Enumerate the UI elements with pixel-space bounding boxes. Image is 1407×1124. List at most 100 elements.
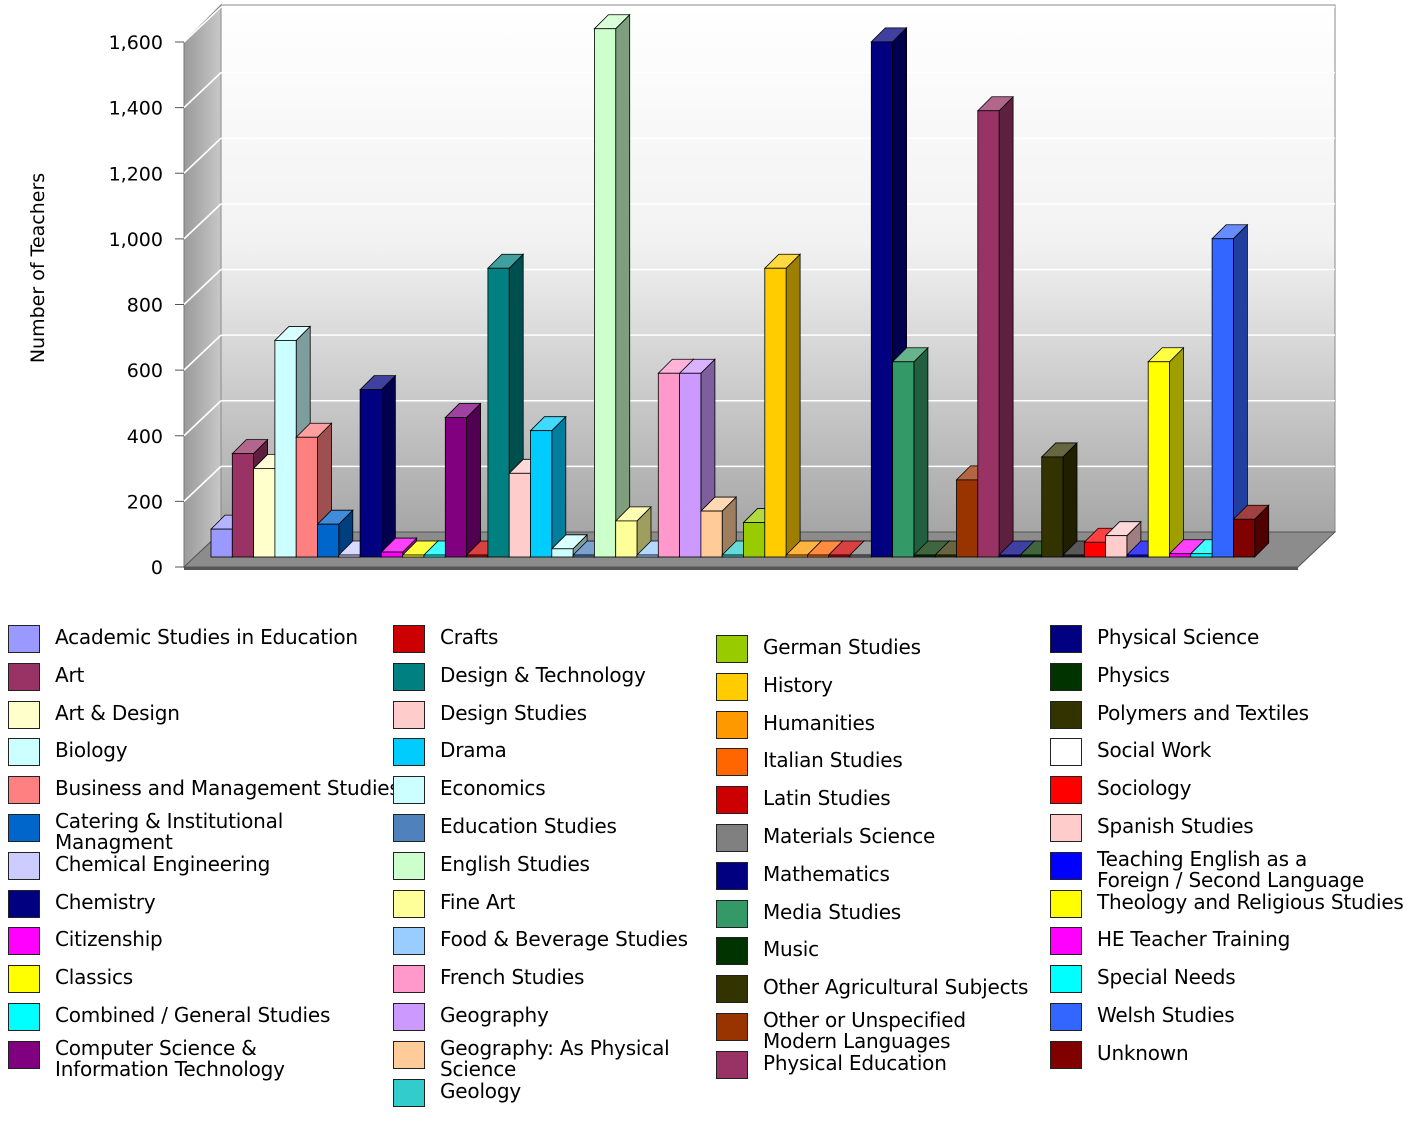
legend-item: Geology [393,1078,521,1107]
legend-item: Computer Science & Information Technolog… [8,1035,285,1081]
bar-chart: 0 200 400 600 800 1,000 1,200 1,400 1,600 Number… [27,3,1337,579]
bar [699,496,738,558]
legend-swatch [393,1078,425,1107]
y-tick-label: 400 [127,426,163,448]
legend-label: Economics [440,776,546,801]
y-tick-label: 600 [127,360,163,382]
legend-item: Media Studies [716,899,901,928]
legend-label: Crafts [440,625,499,649]
legend-label: Latin Studies [763,786,891,811]
legend-swatch [393,738,425,767]
legend-item: Drama [393,738,507,767]
legend-label: Physical Science [1097,625,1260,649]
legend-item: Geography: As Physical Science [393,1035,670,1081]
bars [210,13,1270,558]
legend-label: Social Work [1097,738,1212,763]
legend-label: Combined / General Studies [55,1003,331,1027]
legend-item: Social Work [1050,738,1212,767]
legend-label: Food & Beverage Studies [440,927,688,952]
legend-item: Fine Art [393,889,516,918]
legend-swatch [1050,1040,1082,1069]
legend-label: Chemistry [55,889,156,914]
legend-label: Teaching English as a Foreign / Second L… [1097,846,1365,892]
legend-label: Theology and Religious Studies [1097,889,1404,914]
legend-item: Academic Studies in Education [8,625,358,653]
legend-swatch [8,738,40,767]
bar [359,374,397,558]
legend-label: Polymers and Textiles [1097,700,1309,725]
legend-label: Sociology [1097,776,1192,801]
legend-label: Other or Unspecified Modern Languages [763,1008,966,1053]
legend-item: Sociology [1050,776,1192,805]
legend-label: Welsh Studies [1097,1003,1235,1027]
legend-swatch [716,899,748,928]
legend-swatch [1050,625,1082,653]
legend-label: Geology [440,1078,521,1103]
legend-swatch [393,1003,425,1031]
legend-swatch [393,700,425,729]
legend-swatch [716,1050,748,1079]
bar [1211,223,1249,558]
legend-label: Mathematics [763,861,890,886]
legend-swatch [1050,738,1082,767]
legend-item: Citizenship [8,927,163,956]
legend-label: Music [763,937,819,962]
legend-item: Education Studies [393,814,617,842]
legend-swatch [8,776,40,805]
legend-item: Polymers and Textiles [1050,700,1309,729]
legend-item: Crafts [393,625,498,653]
legend-label: Other Agricultural Subjects [763,975,1029,1000]
legend-item: Economics [393,776,546,805]
legend-swatch [393,814,425,842]
legend-label: Business and Management Studies [55,776,400,801]
legend-label: Materials Science [763,824,936,848]
legend-item: Materials Science [716,824,935,852]
legend-swatch [1050,1003,1082,1031]
legend-label: Fine Art [440,889,516,914]
legend-swatch [393,965,425,994]
bar [529,415,567,558]
legend-label: Geography: As Physical Science [440,1035,670,1081]
legend-swatch [716,937,748,966]
legend-swatch [8,700,40,729]
legend-swatch [8,965,40,994]
legend-item: Chemical Engineering [8,851,270,880]
legend-label: Spanish Studies [1097,814,1254,838]
legend-swatch [393,1040,425,1069]
legend-swatch [716,635,748,663]
legend-swatch [393,625,425,653]
legend-item: French Studies [393,965,584,994]
legend-item: Geography [393,1003,549,1031]
legend-label: Academic Studies in Education [55,625,358,649]
legend-item: Welsh Studies [1050,1003,1235,1031]
legend-label: History [763,672,833,697]
legend-swatch [1050,814,1082,842]
legend-swatch [1050,662,1082,691]
legend-item: Art & Design [8,700,180,729]
legend-swatch [8,851,40,880]
y-tick-label: 1,200 [109,163,163,185]
legend-swatch [716,672,748,701]
legend-swatch [393,927,425,956]
legend-item: Combined / General Studies [8,1003,330,1031]
legend-label: HE Teacher Training [1097,927,1291,952]
legend-item: Classics [8,965,133,994]
legend-swatch [393,889,425,918]
legend-item: Business and Management Studies [8,776,400,805]
legend-swatch [8,1040,40,1069]
bar [1147,346,1185,558]
legend-label: Art & Design [55,700,180,725]
legend-item: Food & Beverage Studies [393,927,688,956]
legend-item: German Studies [716,635,921,663]
legend-swatch [393,851,425,880]
legend-swatch [716,861,748,890]
legend-label: Design & Technology [440,662,646,687]
legend-item: Physical Science [1050,625,1259,653]
legend-label: Classics [55,965,133,990]
legend-label: German Studies [763,635,921,659]
legend-swatch [716,786,748,815]
legend-label: Computer Science & Information Technolog… [55,1035,285,1081]
legend-swatch [1050,927,1082,956]
legend-label: Special Needs [1097,965,1236,990]
legend-item: Humanities [716,710,875,739]
